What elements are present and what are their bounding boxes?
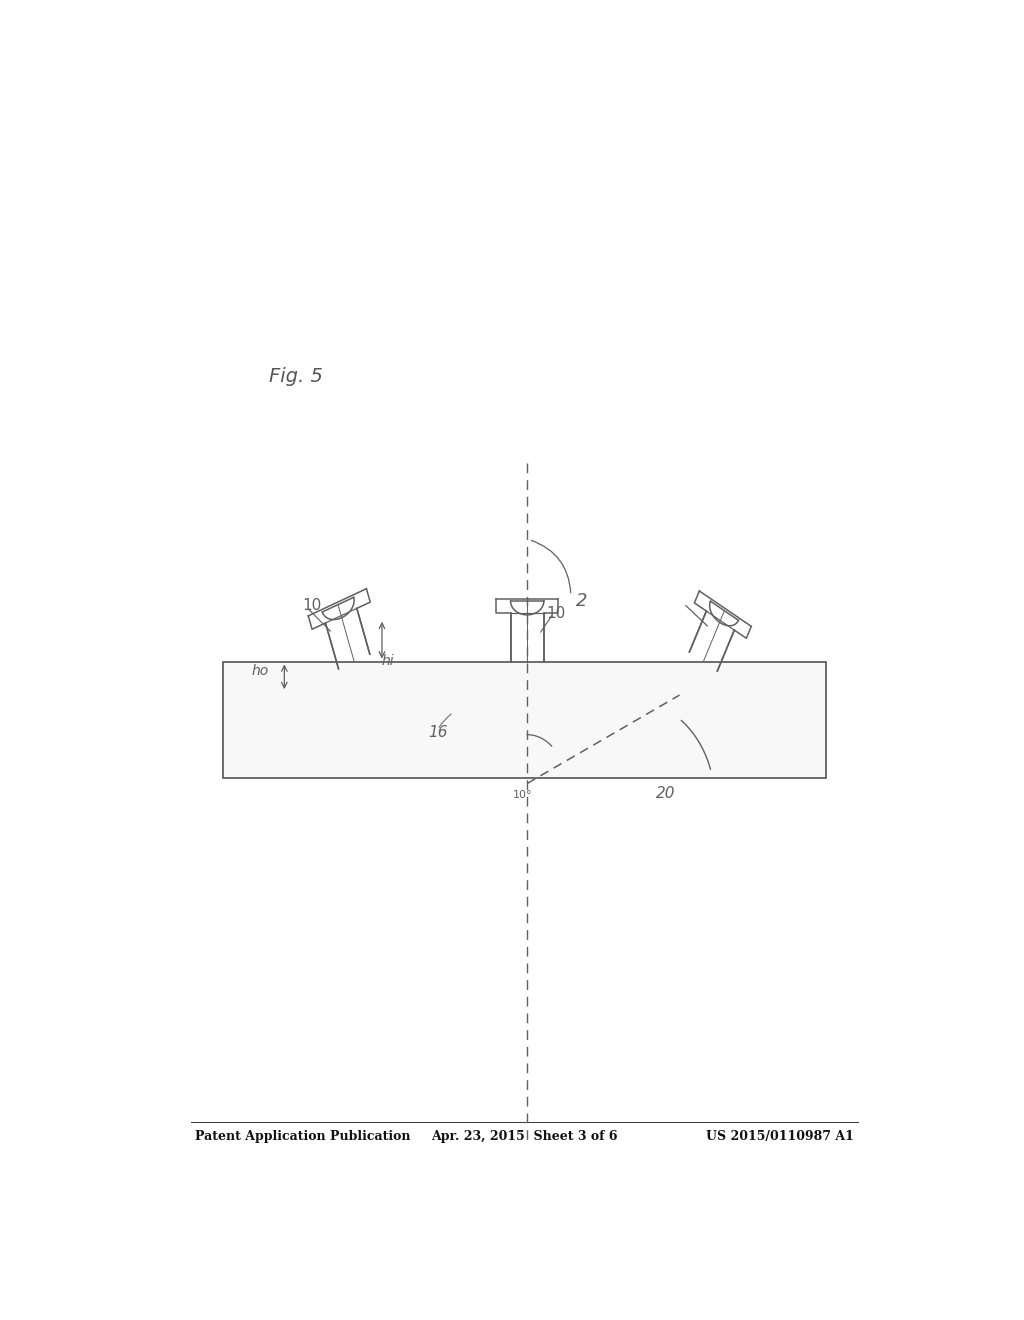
Bar: [223, 661, 826, 779]
Text: 20: 20: [655, 787, 675, 801]
Text: Fig. 5: Fig. 5: [269, 367, 324, 387]
Text: Apr. 23, 2015  Sheet 3 of 6: Apr. 23, 2015 Sheet 3 of 6: [431, 1130, 618, 1143]
Text: 16: 16: [428, 725, 447, 741]
Text: 10: 10: [303, 598, 322, 612]
Text: 10: 10: [546, 606, 565, 622]
Text: 10°: 10°: [513, 789, 532, 800]
Text: US 2015/0110987 A1: US 2015/0110987 A1: [707, 1130, 854, 1143]
Text: Patent Application Publication: Patent Application Publication: [196, 1130, 411, 1143]
Text: hi: hi: [381, 653, 394, 668]
Text: ho: ho: [252, 664, 269, 677]
Text: 2: 2: [577, 591, 588, 610]
